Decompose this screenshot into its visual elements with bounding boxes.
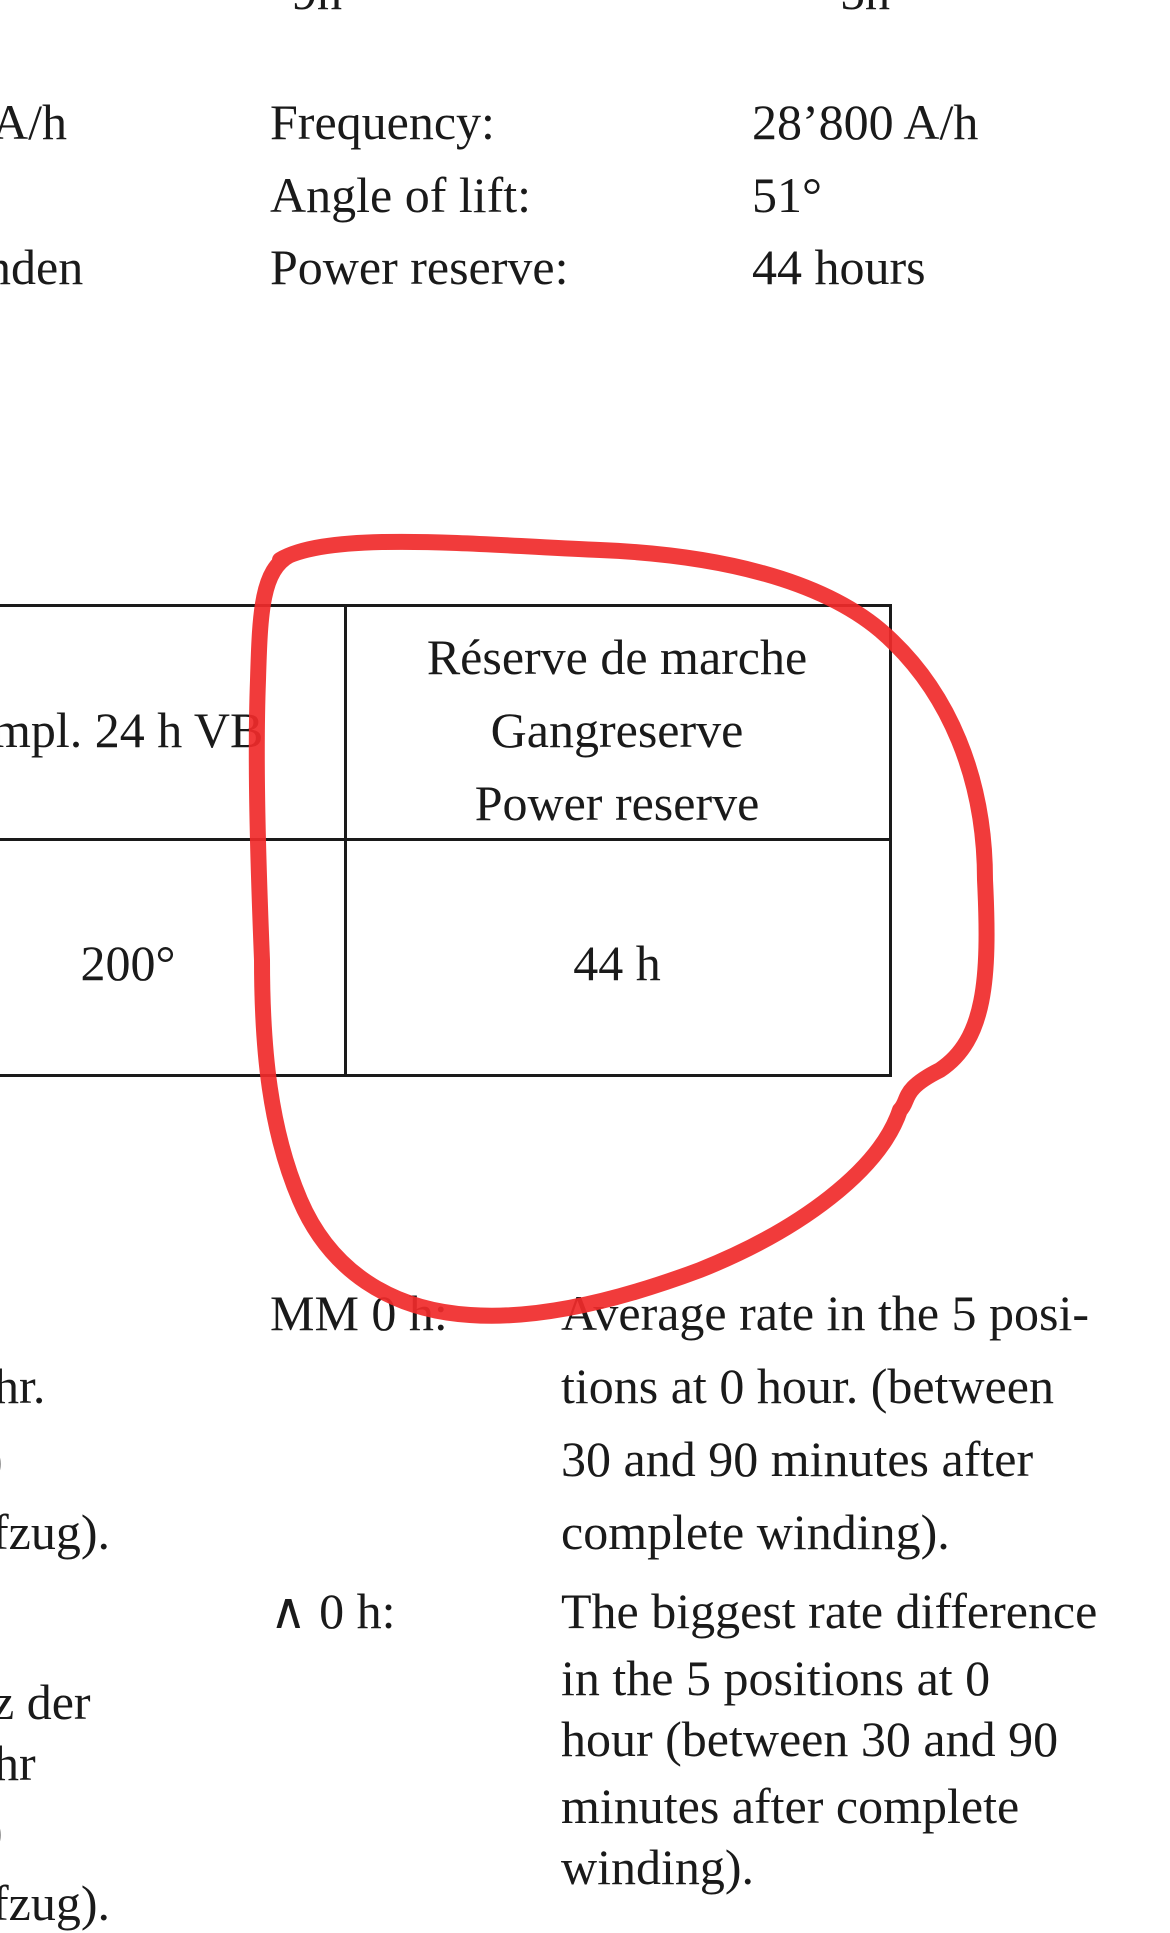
fragment: nden [0, 239, 84, 295]
table-border [0, 604, 892, 607]
definition-line: in the 5 positions at 0 [561, 1650, 991, 1706]
table-border [0, 1074, 892, 1077]
fragment: ) [0, 1429, 3, 1489]
fragment: A/h [0, 94, 67, 150]
table-cell: 200° [80, 935, 176, 991]
table-header-cell: Power reserve [474, 775, 760, 831]
definition-line: complete winding). [561, 1504, 950, 1560]
fragment: ) [0, 1800, 3, 1860]
fragment: z der [0, 1674, 91, 1730]
spec-value: 28’800 A/h [752, 94, 979, 150]
table-header-cell: mpl. 24 h VB [0, 702, 264, 758]
definition-line: The biggest rate difference [561, 1583, 1098, 1639]
definition-line: minutes after complete [561, 1778, 1020, 1834]
fragment-5h: 5h [840, 0, 890, 22]
hand-drawn-circle [248, 533, 995, 1324]
table-header-cell: Réserve de marche [426, 629, 808, 685]
definition-term: ∧ 0 h: [270, 1583, 396, 1639]
definition-line: winding). [561, 1839, 755, 1895]
fragment: hr [0, 1735, 36, 1791]
fragment-9h: 9h [292, 0, 342, 22]
fragment: fzug). [0, 1504, 110, 1560]
spec-label: Frequency: [270, 94, 495, 150]
spec-label: Power reserve: [270, 239, 569, 295]
table-border [0, 838, 892, 841]
table-border [344, 604, 347, 1077]
definition-line: hour (between 30 and 90 [561, 1711, 1059, 1767]
fragment: hr. [0, 1358, 46, 1414]
table-header-cell: Gangreserve [490, 702, 744, 758]
definition-line: 30 and 90 minutes after [561, 1431, 1034, 1487]
spec-value: 44 hours [752, 239, 926, 295]
table-cell: 44 h [573, 935, 661, 991]
definition-line: tions at 0 hour. (between [561, 1358, 1054, 1414]
spec-value: 51° [752, 167, 822, 223]
table-border [889, 604, 892, 1077]
spec-label: Angle of lift: [270, 167, 532, 223]
